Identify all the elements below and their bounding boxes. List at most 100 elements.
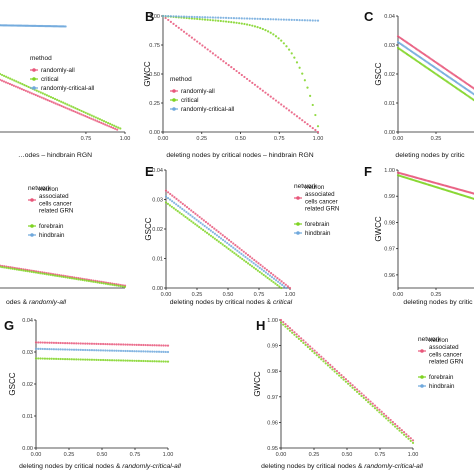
data-point xyxy=(405,433,408,436)
data-point xyxy=(245,17,249,20)
data-point xyxy=(66,276,69,279)
data-point xyxy=(153,350,156,353)
data-point xyxy=(280,103,283,106)
legend-label-line: associated xyxy=(39,193,69,200)
data-point xyxy=(281,283,284,286)
data-point xyxy=(56,103,59,106)
data-point xyxy=(255,260,258,263)
data-point xyxy=(95,342,98,345)
data-point xyxy=(217,56,220,59)
data-point xyxy=(70,277,74,280)
data-point xyxy=(43,93,46,96)
data-point xyxy=(378,411,381,414)
data-point xyxy=(173,201,176,204)
data-point xyxy=(196,214,199,217)
data-point xyxy=(97,358,100,362)
data-point xyxy=(1,266,4,269)
data-point xyxy=(43,272,46,275)
series-red xyxy=(0,78,119,131)
data-point xyxy=(75,348,78,351)
data-point xyxy=(167,191,170,194)
data-point xyxy=(259,26,262,30)
data-point xyxy=(260,272,263,275)
data-point xyxy=(235,17,238,20)
data-point xyxy=(117,359,120,362)
data-point xyxy=(153,360,156,363)
data-point xyxy=(7,267,10,270)
data-point xyxy=(45,273,48,276)
data-point xyxy=(338,371,341,375)
x-axis-label: deleting nodes by critic xyxy=(395,152,465,159)
data-point xyxy=(342,376,345,379)
data-point xyxy=(8,82,12,86)
legend-label: neuron associated cells cancer related GRN xyxy=(305,184,339,213)
data-point xyxy=(280,18,283,21)
data-point xyxy=(55,357,58,360)
data-point xyxy=(278,285,281,288)
data-point xyxy=(185,210,188,214)
data-point xyxy=(94,280,97,284)
data-point xyxy=(331,365,334,368)
data-point xyxy=(179,206,182,209)
data-point xyxy=(199,221,202,224)
data-point xyxy=(3,266,6,269)
data-point xyxy=(116,128,119,131)
legend-label: randomly-all xyxy=(181,88,215,95)
data-point xyxy=(57,348,60,351)
data-point xyxy=(248,79,251,82)
data-point xyxy=(311,126,314,130)
data-point xyxy=(253,25,257,28)
data-point xyxy=(253,258,256,262)
y-tick-label: 0.00 xyxy=(384,130,395,136)
data-point xyxy=(177,26,180,29)
x-tick-label: 0.25 xyxy=(309,452,320,458)
data-point xyxy=(211,231,214,234)
y-tick-label: 0.02 xyxy=(384,72,395,78)
data-point xyxy=(10,83,14,86)
data-point xyxy=(295,18,299,22)
x-tick-label: 1.00 xyxy=(313,136,324,142)
data-point xyxy=(209,16,212,19)
y-tick-label: 0.96 xyxy=(267,420,278,426)
data-point xyxy=(45,94,49,97)
data-point xyxy=(229,249,232,252)
data-point xyxy=(104,123,107,126)
data-point xyxy=(63,358,67,361)
data-point xyxy=(37,271,40,274)
data-point xyxy=(347,382,350,385)
data-point xyxy=(306,86,309,89)
data-point xyxy=(251,257,254,260)
data-point xyxy=(27,85,30,89)
data-point xyxy=(80,109,83,113)
data-point xyxy=(92,118,95,121)
y-tick-label: 0.04 xyxy=(22,318,33,324)
legend-swatch-dot xyxy=(30,224,34,228)
data-point xyxy=(382,415,386,418)
data-point xyxy=(61,341,64,345)
data-point xyxy=(223,244,226,248)
y-tick-label: 0.96 xyxy=(384,273,395,279)
data-point xyxy=(238,251,241,254)
data-point xyxy=(258,270,261,274)
data-point xyxy=(221,238,225,242)
data-point xyxy=(15,268,19,271)
data-point xyxy=(52,101,55,104)
data-point xyxy=(13,268,16,271)
data-point xyxy=(164,16,167,20)
data-point xyxy=(269,272,273,275)
data-point xyxy=(166,350,170,354)
legend-swatch-dot xyxy=(32,86,36,90)
data-point xyxy=(214,54,217,57)
data-point xyxy=(74,107,77,110)
data-point xyxy=(9,77,12,80)
data-point xyxy=(282,281,285,285)
data-point xyxy=(282,18,285,21)
data-point xyxy=(144,343,147,347)
data-point xyxy=(90,358,94,361)
legend-swatch-dot xyxy=(32,77,36,81)
data-point xyxy=(72,342,76,345)
data-point xyxy=(0,73,4,77)
data-point xyxy=(274,18,278,21)
data-point xyxy=(245,23,249,26)
